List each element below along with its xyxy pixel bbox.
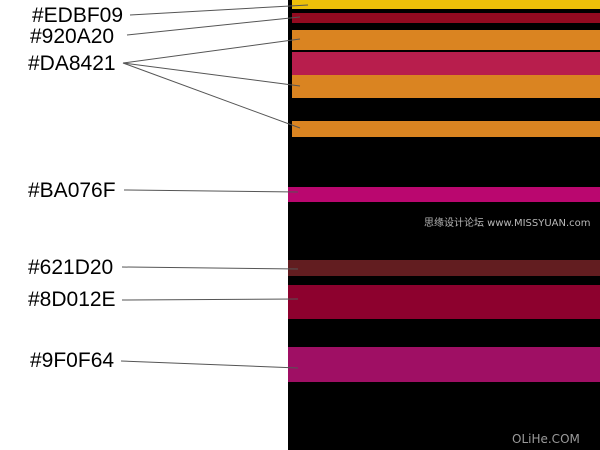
stripe-crimson (292, 52, 600, 75)
stripe-920a20 (292, 13, 600, 23)
stripe-edbf09 (292, 0, 600, 9)
label-da8421: #DA8421 (28, 52, 116, 75)
leader-da8421-b (122, 62, 301, 87)
label-8d012e: #8D012E (28, 288, 116, 311)
stripe-8d012e (288, 285, 600, 319)
label-ba076f: #BA076F (28, 179, 116, 202)
leader-ba076f (123, 189, 299, 193)
label-621d20: #621D20 (28, 256, 114, 279)
watermark-site: OLiHe.COM (512, 432, 580, 446)
leader-da8421-a (122, 38, 301, 64)
leader-621d20 (121, 266, 299, 270)
stripe-da8421-3 (292, 121, 600, 137)
stripe-da8421-1 (292, 30, 600, 50)
stripe-621d20 (288, 260, 600, 276)
label-edbf09: #EDBF09 (32, 4, 124, 27)
black-panel (288, 0, 600, 450)
leader-920a20 (126, 16, 301, 36)
leader-da8421-c (122, 62, 301, 129)
watermark-cn: 思缘设计论坛 www.MISSYUAN.com (424, 218, 591, 229)
stripe-ba076f (288, 187, 600, 202)
label-920a20: #920A20 (30, 25, 115, 48)
stripe-9f0f64 (288, 347, 600, 382)
leader-8d012e (121, 298, 299, 301)
leader-9f0f64 (120, 360, 299, 369)
leader-edbf09 (129, 4, 309, 16)
stripe-da8421-2 (292, 75, 600, 98)
label-9f0f64: #9F0F64 (30, 349, 115, 372)
